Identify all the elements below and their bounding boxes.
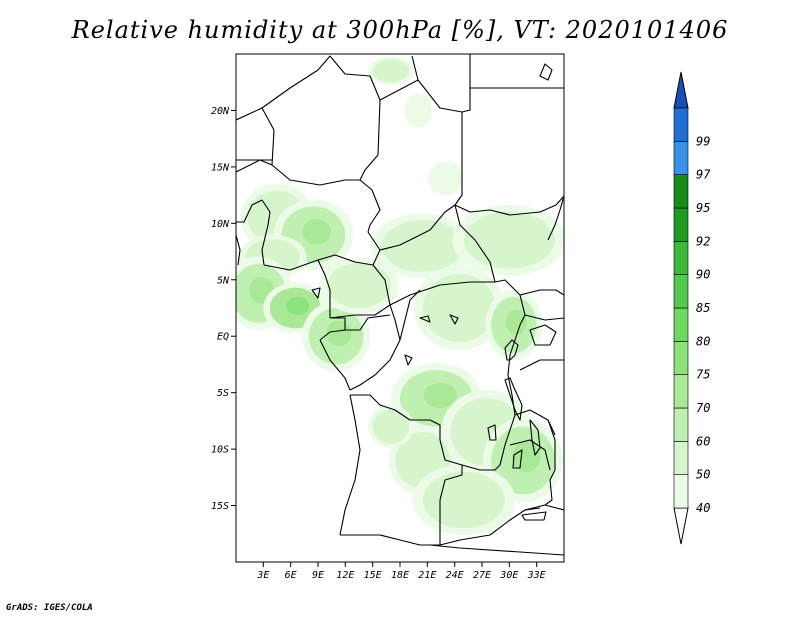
humidity-shading [236,56,564,536]
colorbar-label: 85 [696,301,710,315]
colorbar-segment [673,274,689,309]
lon-tick-label: 27E [473,570,491,581]
lat-tick-label: 15S [211,501,229,512]
colorbar-segment [673,307,689,342]
credit-label: GrADS: IGES/COLA [6,603,93,613]
colorbar-segment [673,174,689,209]
lon-tick-label: 30E [499,570,518,581]
colorbar-high-extension [673,71,689,109]
lat-tick-label: 5N [217,275,230,286]
humidity-patch [422,471,505,529]
lon-tick-label: 9E [312,570,324,581]
colorbar-label: 40 [696,501,710,515]
humidity-patch [423,382,457,409]
lon-tick-label: 15E [364,570,382,581]
humidity-patch [407,96,430,124]
humidity-patch [286,296,310,316]
lon-tick-label: 18E [391,570,409,581]
country-borders [236,54,564,556]
colorbar: 40 50 60 70 75 80 85 90 92 95 97 99 [673,71,711,545]
longitude-axis: 3E 6E 9E 12E 15E 18E 21E 24E 27E 30E 33E [256,562,546,581]
humidity-patch [431,164,460,192]
humidity-patch [463,212,555,269]
colorbar-label: 75 [696,368,710,382]
lon-tick-label: 3E [256,570,269,581]
lat-tick-label: 5S [217,388,229,399]
lon-tick-label: 24E [446,570,464,581]
lon-tick-label: 21E [418,570,436,581]
lat-tick-label: 15N [211,162,230,173]
colorbar-label: 50 [696,468,710,482]
colorbar-segment [673,207,689,242]
lon-tick-label: 6E [285,570,297,581]
humidity-patch [372,409,410,444]
humidity-patch [381,219,464,272]
humidity-patch [302,219,331,245]
colorbar-label: 97 [696,168,711,182]
lon-tick-label: 12E [336,570,354,581]
latitude-axis: 20N 15N 10N 5N EQ 5S 10S 15S [211,106,236,512]
humidity-patch [422,274,496,342]
colorbar-segment [673,107,689,142]
colorbar-segment [673,141,689,175]
colorbar-label: 92 [696,234,710,248]
colorbar-label: 60 [696,434,710,448]
colorbar-label: 90 [696,268,710,282]
humidity-patch [327,262,391,308]
colorbar-segment [673,341,689,375]
lat-tick-label: 10N [211,219,230,230]
colorbar-segment [673,441,689,475]
colorbar-label: 70 [696,401,710,415]
colorbar-segment [673,241,689,275]
colorbar-label: 95 [696,201,710,215]
colorbar-segment [673,374,689,409]
humidity-patch [372,59,410,83]
humidity-patch [326,320,352,347]
lat-tick-label: EQ [217,332,229,343]
colorbar-low-extension [673,507,689,545]
map-title: Relative humidity at 300hPa [%], VT: 202… [71,16,729,44]
colorbar-label: 99 [696,134,710,148]
colorbar-segment [673,407,689,442]
lat-tick-label: 20N [211,106,230,117]
colorbar-label: 80 [696,334,710,348]
colorbar-segment [673,474,689,509]
humidity-patch [505,309,527,335]
lon-tick-label: 33E [527,570,546,581]
lat-tick-label: 10S [211,445,229,456]
